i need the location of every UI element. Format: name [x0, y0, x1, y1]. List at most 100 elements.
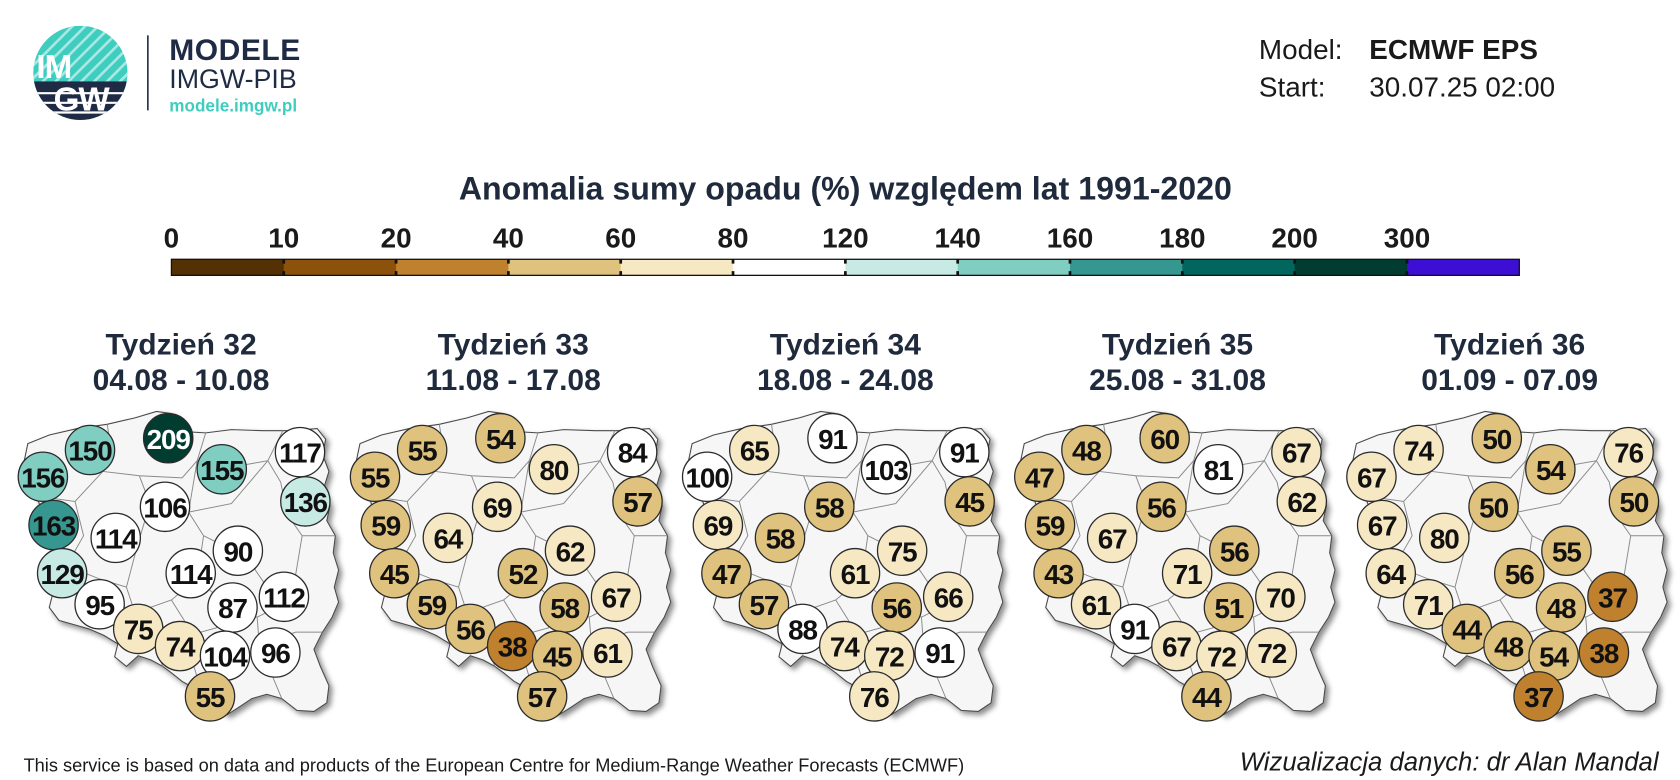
station-marker: 129 — [36, 547, 88, 599]
station-marker: 57 — [612, 476, 663, 527]
station-marker: 45 — [944, 476, 995, 527]
station-marker: 64 — [1365, 547, 1416, 599]
station-value: 150 — [68, 436, 112, 467]
station-circle — [590, 571, 642, 623]
legend-swatch — [845, 259, 959, 276]
station-circle — [497, 547, 549, 599]
station-circle — [139, 481, 191, 533]
station-value: 66 — [934, 582, 963, 613]
station-circle — [1541, 525, 1592, 576]
station-circle — [582, 627, 633, 678]
station-value: 71 — [1414, 590, 1443, 621]
station-marker: 38 — [1578, 627, 1630, 678]
station-value: 76 — [1614, 438, 1643, 469]
station-marker: 67 — [1356, 499, 1408, 551]
station-value: 70 — [1266, 582, 1295, 613]
station-value: 106 — [143, 492, 187, 523]
legend-swatch — [508, 259, 622, 276]
station-marker: 81 — [1192, 444, 1244, 495]
legend-swatch — [283, 259, 397, 276]
station-value: 91 — [1120, 615, 1149, 646]
station-marker: 163 — [28, 499, 79, 551]
station-circle — [258, 571, 310, 623]
station-circle — [1255, 571, 1306, 623]
station-circle — [922, 571, 974, 623]
station-marker: 69 — [692, 499, 744, 551]
station-marker: 80 — [528, 444, 580, 495]
legend-tick-label: 200 — [1271, 222, 1317, 253]
station-value: 100 — [686, 462, 730, 493]
station-marker: 209 — [142, 412, 194, 464]
station-value: 55 — [408, 436, 437, 467]
legend-tick-label: 140 — [934, 222, 980, 253]
station-value: 37 — [1598, 582, 1627, 613]
week-title: Tydzień 36 — [1434, 329, 1585, 362]
station-value: 112 — [263, 582, 305, 613]
station-marker: 114 — [90, 512, 141, 564]
station-value: 117 — [279, 438, 321, 469]
station-circle — [280, 476, 331, 527]
legend-tick-label: 80 — [718, 222, 749, 253]
station-value: 74 — [830, 632, 860, 663]
station-marker: 71 — [1402, 578, 1454, 630]
station-value: 38 — [1590, 638, 1619, 669]
station-marker: 67 — [1151, 620, 1202, 672]
station-marker: 88 — [777, 603, 828, 655]
station-marker: 45 — [369, 547, 420, 599]
station-marker: 90 — [212, 525, 264, 576]
station-marker: 44 — [1181, 671, 1232, 722]
station-value: 45 — [380, 559, 409, 590]
station-marker: 38 — [486, 620, 538, 672]
station-circle — [1276, 476, 1328, 527]
station-marker: 103 — [860, 444, 912, 495]
station-marker: 48 — [1061, 424, 1112, 476]
station-value: 50 — [1620, 487, 1649, 518]
station-marker: 59 — [406, 578, 458, 630]
station-marker: 71 — [1161, 547, 1213, 599]
station-marker: 96 — [250, 627, 301, 678]
station-circle — [471, 481, 523, 533]
station-circle — [250, 627, 301, 678]
station-value: 56 — [1220, 536, 1249, 567]
station-marker: 76 — [1603, 426, 1654, 478]
station-marker: 67 — [590, 571, 642, 623]
station-value: 114 — [95, 523, 138, 554]
legend-tick-label: 180 — [1159, 222, 1205, 253]
station-circle — [612, 476, 663, 527]
station-value: 55 — [1552, 536, 1581, 567]
station-marker: 61 — [1070, 578, 1122, 630]
station-circle — [848, 671, 900, 722]
station-marker: 56 — [871, 582, 923, 633]
station-marker: 112 — [258, 571, 310, 623]
station-circle — [1365, 547, 1416, 599]
legend-swatch — [733, 259, 846, 276]
station-value: 44 — [1192, 682, 1222, 713]
station-marker: 87 — [207, 582, 258, 633]
station-marker: 55 — [184, 671, 236, 722]
station-circle — [681, 451, 733, 503]
station-value: 64 — [433, 523, 463, 554]
station-marker: 56 — [1494, 547, 1545, 599]
station-marker: 91 — [807, 412, 858, 464]
station-value: 56 — [1505, 559, 1534, 590]
legend-tick-label: 20 — [381, 222, 412, 253]
station-marker: 58 — [754, 512, 806, 564]
station-circle — [807, 412, 858, 464]
station-marker: 52 — [497, 547, 549, 599]
station-marker: 62 — [1276, 476, 1328, 527]
week-dates: 04.08 - 10.08 — [93, 364, 270, 397]
station-circle — [1402, 578, 1454, 630]
station-marker: 56 — [1136, 481, 1187, 533]
station-value: 37 — [1524, 682, 1553, 713]
station-circle — [1578, 627, 1630, 678]
station-circle — [406, 578, 458, 630]
station-circle — [1246, 627, 1298, 678]
station-marker: 45 — [531, 630, 583, 681]
station-value: 88 — [788, 615, 817, 646]
station-circle — [212, 525, 264, 576]
legend-swatch — [396, 259, 509, 276]
station-value: 163 — [32, 511, 76, 542]
legend-tick-label: 120 — [822, 222, 868, 253]
